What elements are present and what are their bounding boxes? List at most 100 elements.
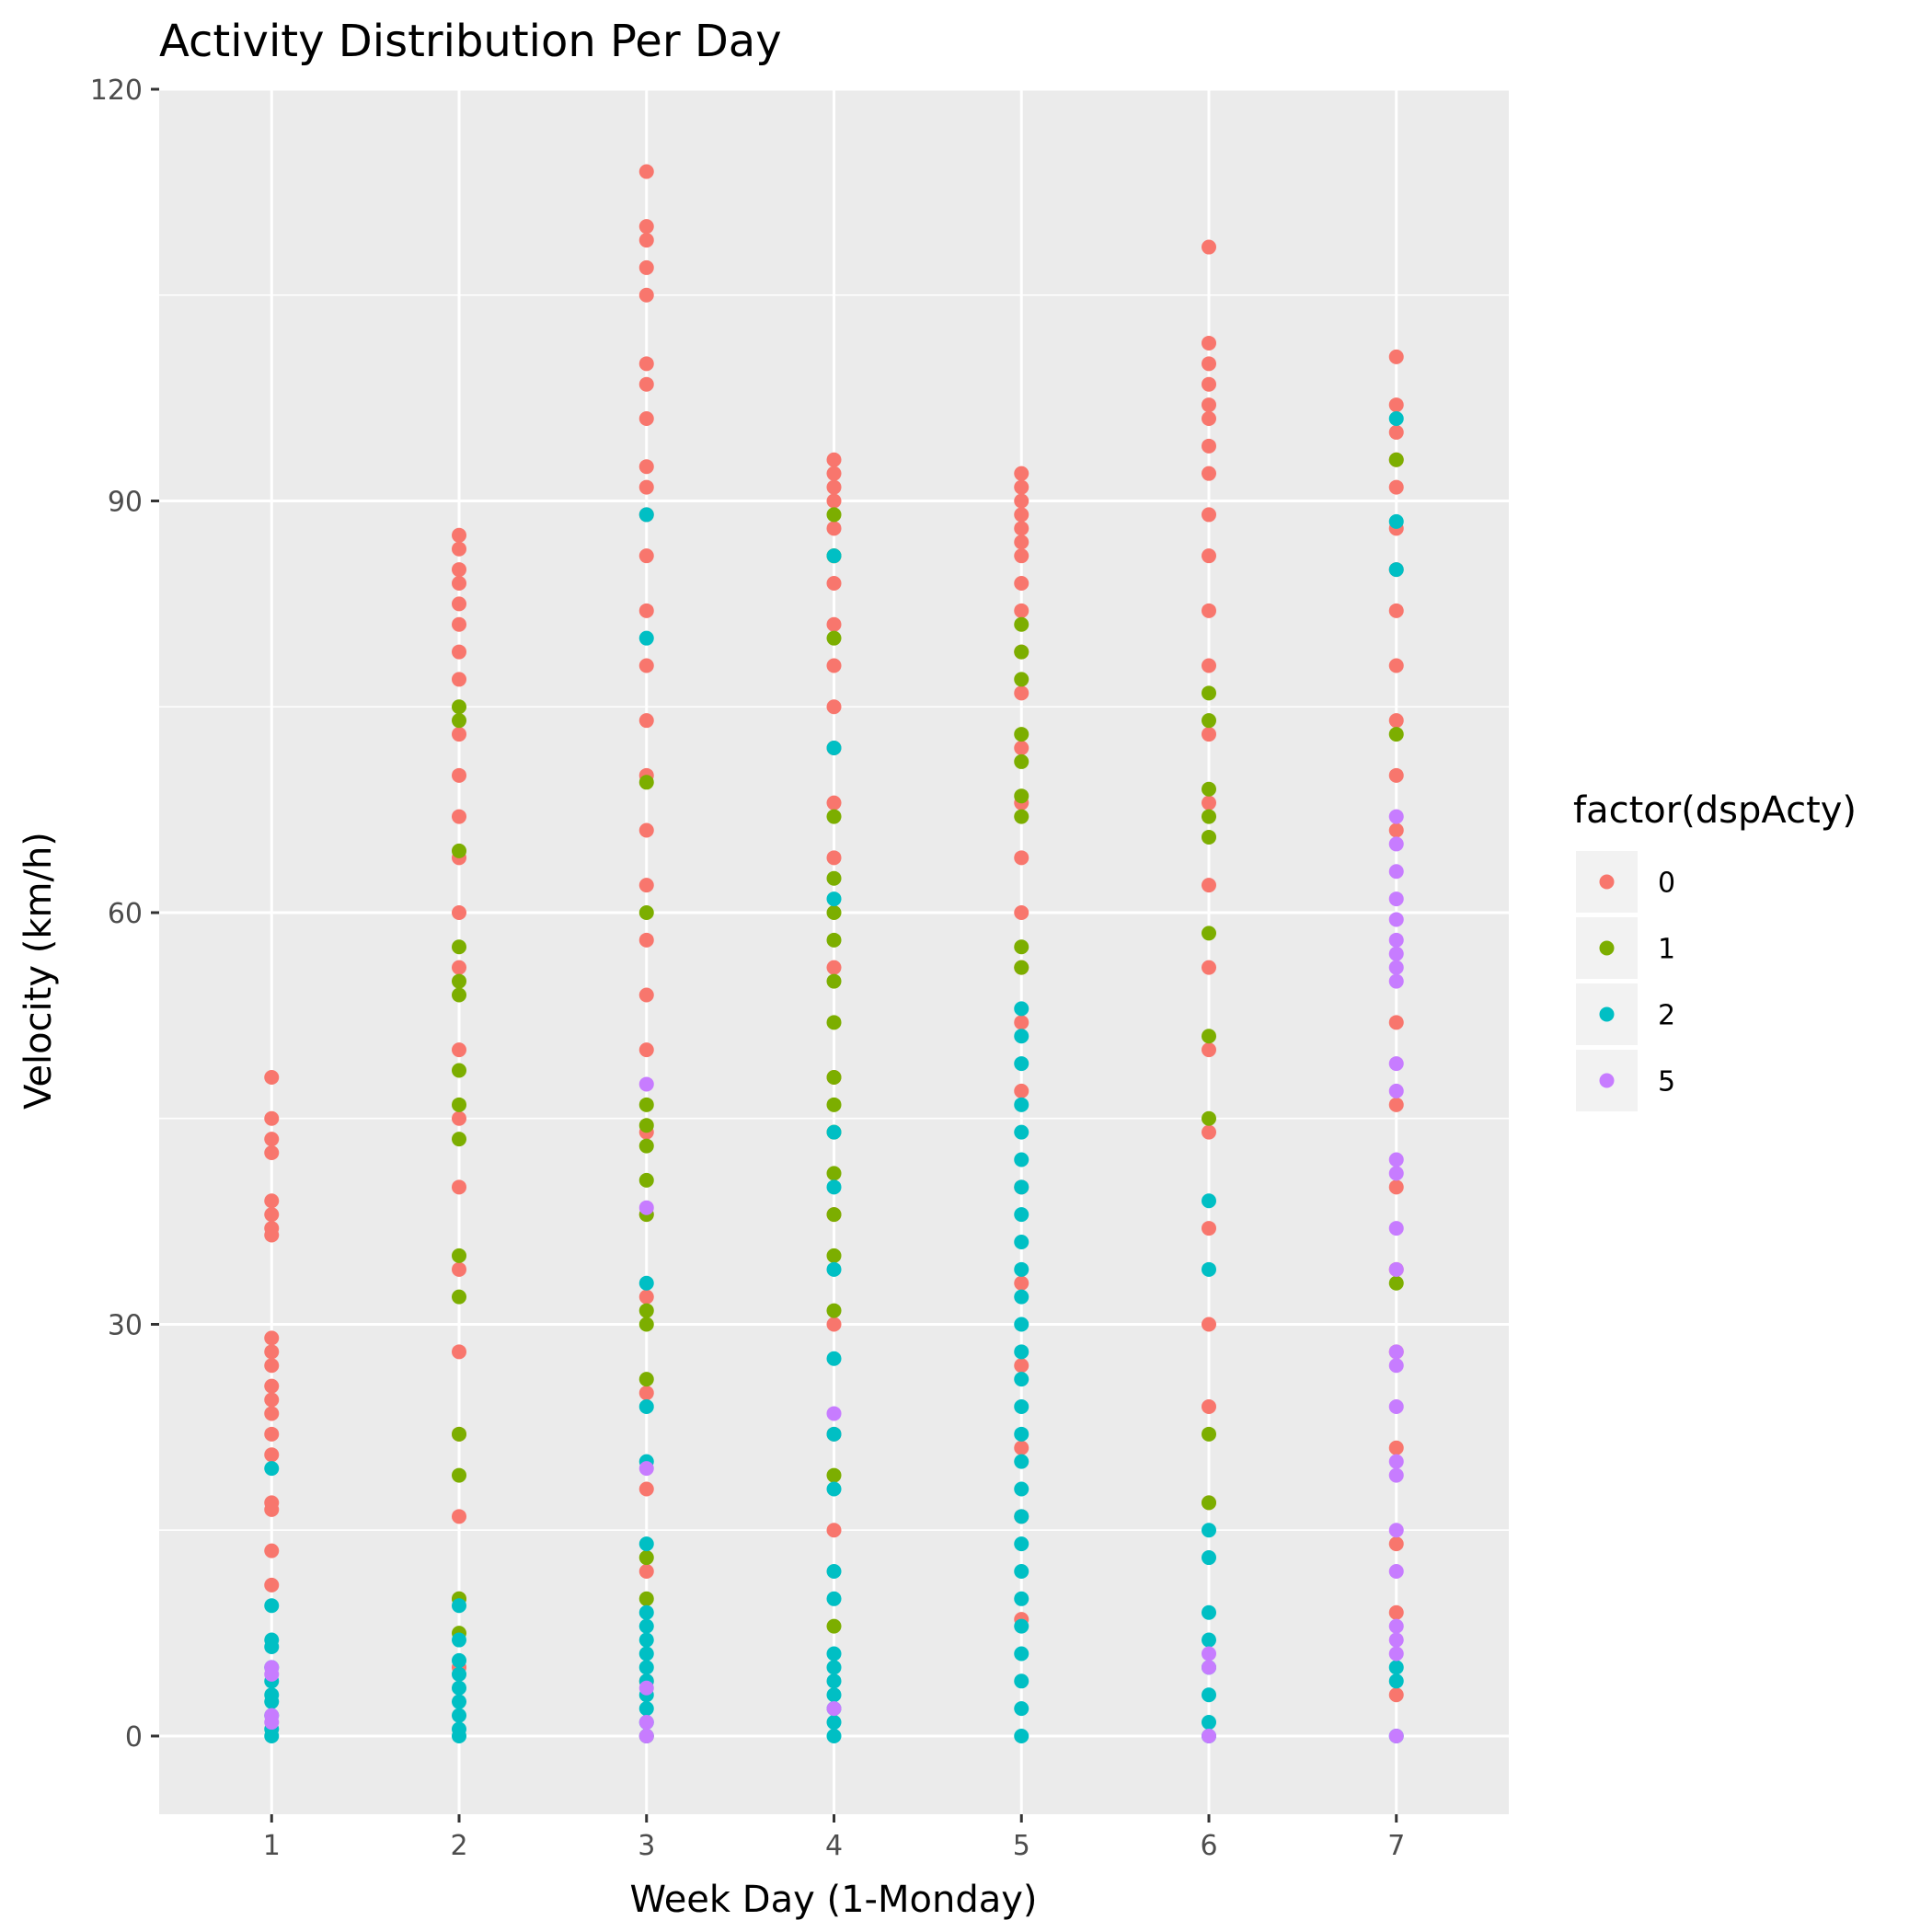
series-5: [264, 809, 1404, 1743]
data-point: [638, 603, 654, 618]
data-point: [826, 548, 842, 564]
data-point: [826, 1261, 842, 1277]
data-point: [1388, 932, 1404, 948]
data-point: [264, 1501, 280, 1517]
data-point: [264, 1358, 280, 1374]
data-point: [1202, 878, 1216, 893]
data-point: [638, 775, 654, 790]
data-point: [1388, 1632, 1404, 1648]
data-point: [264, 1543, 280, 1558]
data-point: [826, 1166, 842, 1181]
data-point: [1388, 822, 1404, 838]
data-point: [1014, 1454, 1029, 1469]
data-point: [452, 596, 466, 612]
data-point: [1014, 740, 1029, 755]
data-point: [264, 1344, 280, 1360]
data-point: [1388, 1179, 1404, 1195]
y-axis: 0 30 60 90 120: [90, 75, 159, 1754]
data-point: [826, 1523, 842, 1538]
data-point: [1014, 1701, 1029, 1717]
data-point: [1202, 1193, 1216, 1209]
data-point: [452, 699, 466, 715]
data-point: [264, 1227, 280, 1243]
data-point: [638, 548, 654, 564]
data-point: [264, 1577, 280, 1593]
data-point: [1202, 466, 1216, 481]
data-point: [452, 562, 466, 578]
data-point: [826, 850, 842, 866]
y-axis-title: Velocity (km/h): [17, 832, 60, 1110]
data-point: [638, 1680, 654, 1696]
data-point: [452, 1680, 466, 1696]
data-point: [1202, 356, 1216, 372]
data-point: [452, 644, 466, 660]
data-point: [1014, 1372, 1029, 1387]
chart-title: Activity Distribution Per Day: [159, 16, 782, 67]
legend-item-1: 1: [1576, 917, 1675, 979]
data-point: [1014, 1317, 1029, 1332]
data-point: [452, 1632, 466, 1648]
data-point: [638, 1701, 654, 1717]
y-tick-label: 30: [108, 1309, 143, 1341]
data-point: [1014, 1440, 1029, 1455]
data-point: [1202, 1728, 1216, 1743]
legend-keys: 0 1 2 5: [1576, 851, 1675, 1111]
legend-key-symbol: [1599, 874, 1615, 890]
data-point: [452, 1042, 466, 1058]
data-point: [1202, 335, 1216, 351]
data-point: [638, 1042, 654, 1058]
data-point: [826, 1701, 842, 1717]
data-point: [638, 878, 654, 893]
data-point: [638, 507, 654, 523]
data-point: [1014, 1563, 1029, 1579]
data-point: [1388, 1344, 1404, 1360]
data-point: [1388, 1646, 1404, 1662]
data-point: [1388, 452, 1404, 467]
data-point: [638, 287, 654, 303]
data-point: [1202, 960, 1216, 975]
data-point: [1202, 1646, 1216, 1662]
data-point: [1014, 1289, 1029, 1305]
data-point: [1014, 1083, 1029, 1098]
legend-item-2: 2: [1576, 983, 1675, 1045]
x-axis-title: Week Day (1-Monday): [629, 1879, 1037, 1921]
data-point: [1388, 1261, 1404, 1277]
data-point: [826, 740, 842, 755]
data-point: [638, 376, 654, 392]
data-point: [1202, 397, 1216, 413]
data-point: [826, 1481, 842, 1497]
data-point: [452, 1248, 466, 1263]
data-point: [1388, 1440, 1404, 1455]
data-point: [452, 973, 466, 989]
data-point: [452, 527, 466, 543]
data-point: [638, 1632, 654, 1648]
data-point: [638, 1563, 654, 1579]
data-point: [1014, 1358, 1029, 1374]
data-point: [1388, 1467, 1404, 1483]
data-point: [826, 507, 842, 523]
data-point: [638, 1646, 654, 1662]
data-point: [264, 1715, 280, 1731]
data-point: [1388, 809, 1404, 824]
data-point: [452, 616, 466, 632]
data-point: [1014, 1728, 1029, 1743]
data-point: [1388, 410, 1404, 426]
data-point: [638, 822, 654, 838]
data-point: [826, 1317, 842, 1332]
data-point: [638, 1303, 654, 1318]
data-points: [264, 164, 1404, 1743]
data-point: [1388, 1152, 1404, 1167]
data-point: [1202, 548, 1216, 564]
data-point: [1014, 1591, 1029, 1606]
data-point: [826, 932, 842, 948]
data-point: [1388, 1618, 1404, 1634]
x-tick-label: 3: [638, 1830, 655, 1862]
data-point: [638, 987, 654, 1003]
data-point: [826, 809, 842, 824]
data-point: [1202, 727, 1216, 742]
data-point: [638, 932, 654, 948]
data-point: [1014, 753, 1029, 769]
data-point: [452, 1467, 466, 1483]
data-point: [826, 493, 842, 509]
data-point: [826, 904, 842, 920]
